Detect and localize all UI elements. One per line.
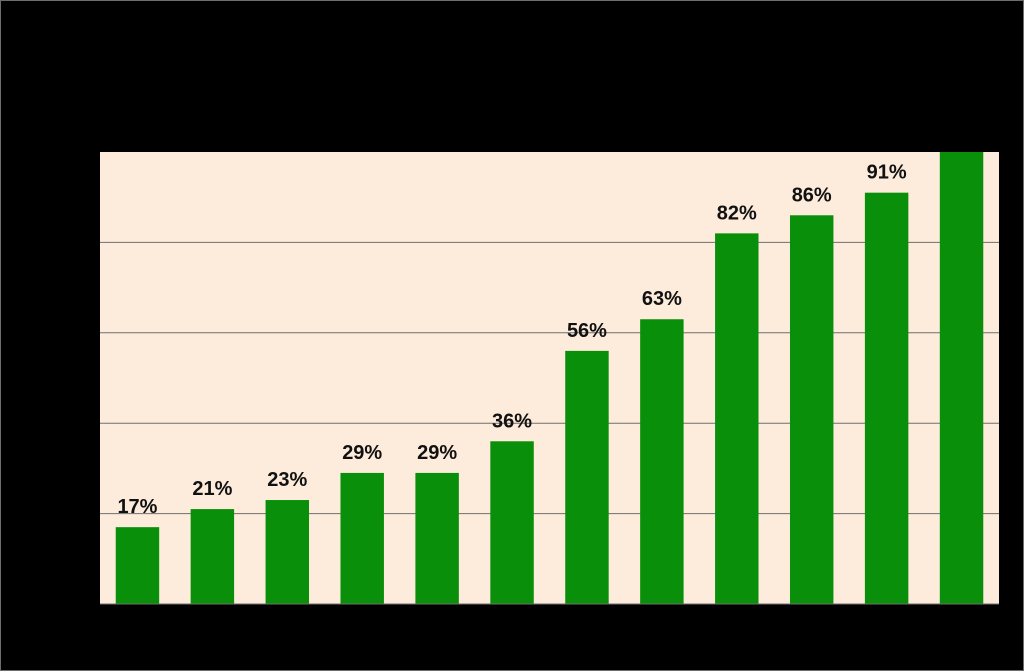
- data-label-7: 56%: [567, 320, 607, 342]
- data-label-5: 29%: [417, 442, 457, 464]
- bars: [115, 152, 984, 605]
- gridlines: [100, 241, 999, 515]
- data-label-1: 17%: [117, 496, 157, 518]
- data-label-4: 29%: [342, 442, 382, 464]
- bar-4: [340, 472, 384, 604]
- bar-5: [415, 472, 459, 604]
- bar-8: [640, 319, 684, 604]
- data-label-11: 91%: [867, 162, 907, 184]
- data-label-2: 21%: [192, 478, 232, 500]
- data-label-3: 23%: [267, 469, 307, 491]
- bar-3: [265, 500, 310, 604]
- bar-6: [490, 441, 534, 604]
- bar-11: [864, 192, 909, 604]
- data-label-6: 36%: [492, 410, 532, 432]
- bar-7: [565, 350, 609, 604]
- data-labels: 17% 21% 23% 29% 29% 36% 56% 63% 82% 86% 91%: [117, 162, 906, 518]
- data-label-9: 82%: [717, 202, 757, 224]
- data-label-10: 86%: [792, 184, 832, 206]
- plot-area: [100, 152, 999, 604]
- bar-10: [789, 215, 834, 604]
- bar-12: [939, 152, 984, 604]
- bar-2: [190, 509, 235, 604]
- bar-9: [715, 233, 759, 605]
- bar-1: [115, 527, 160, 604]
- data-label-8: 63%: [642, 288, 682, 310]
